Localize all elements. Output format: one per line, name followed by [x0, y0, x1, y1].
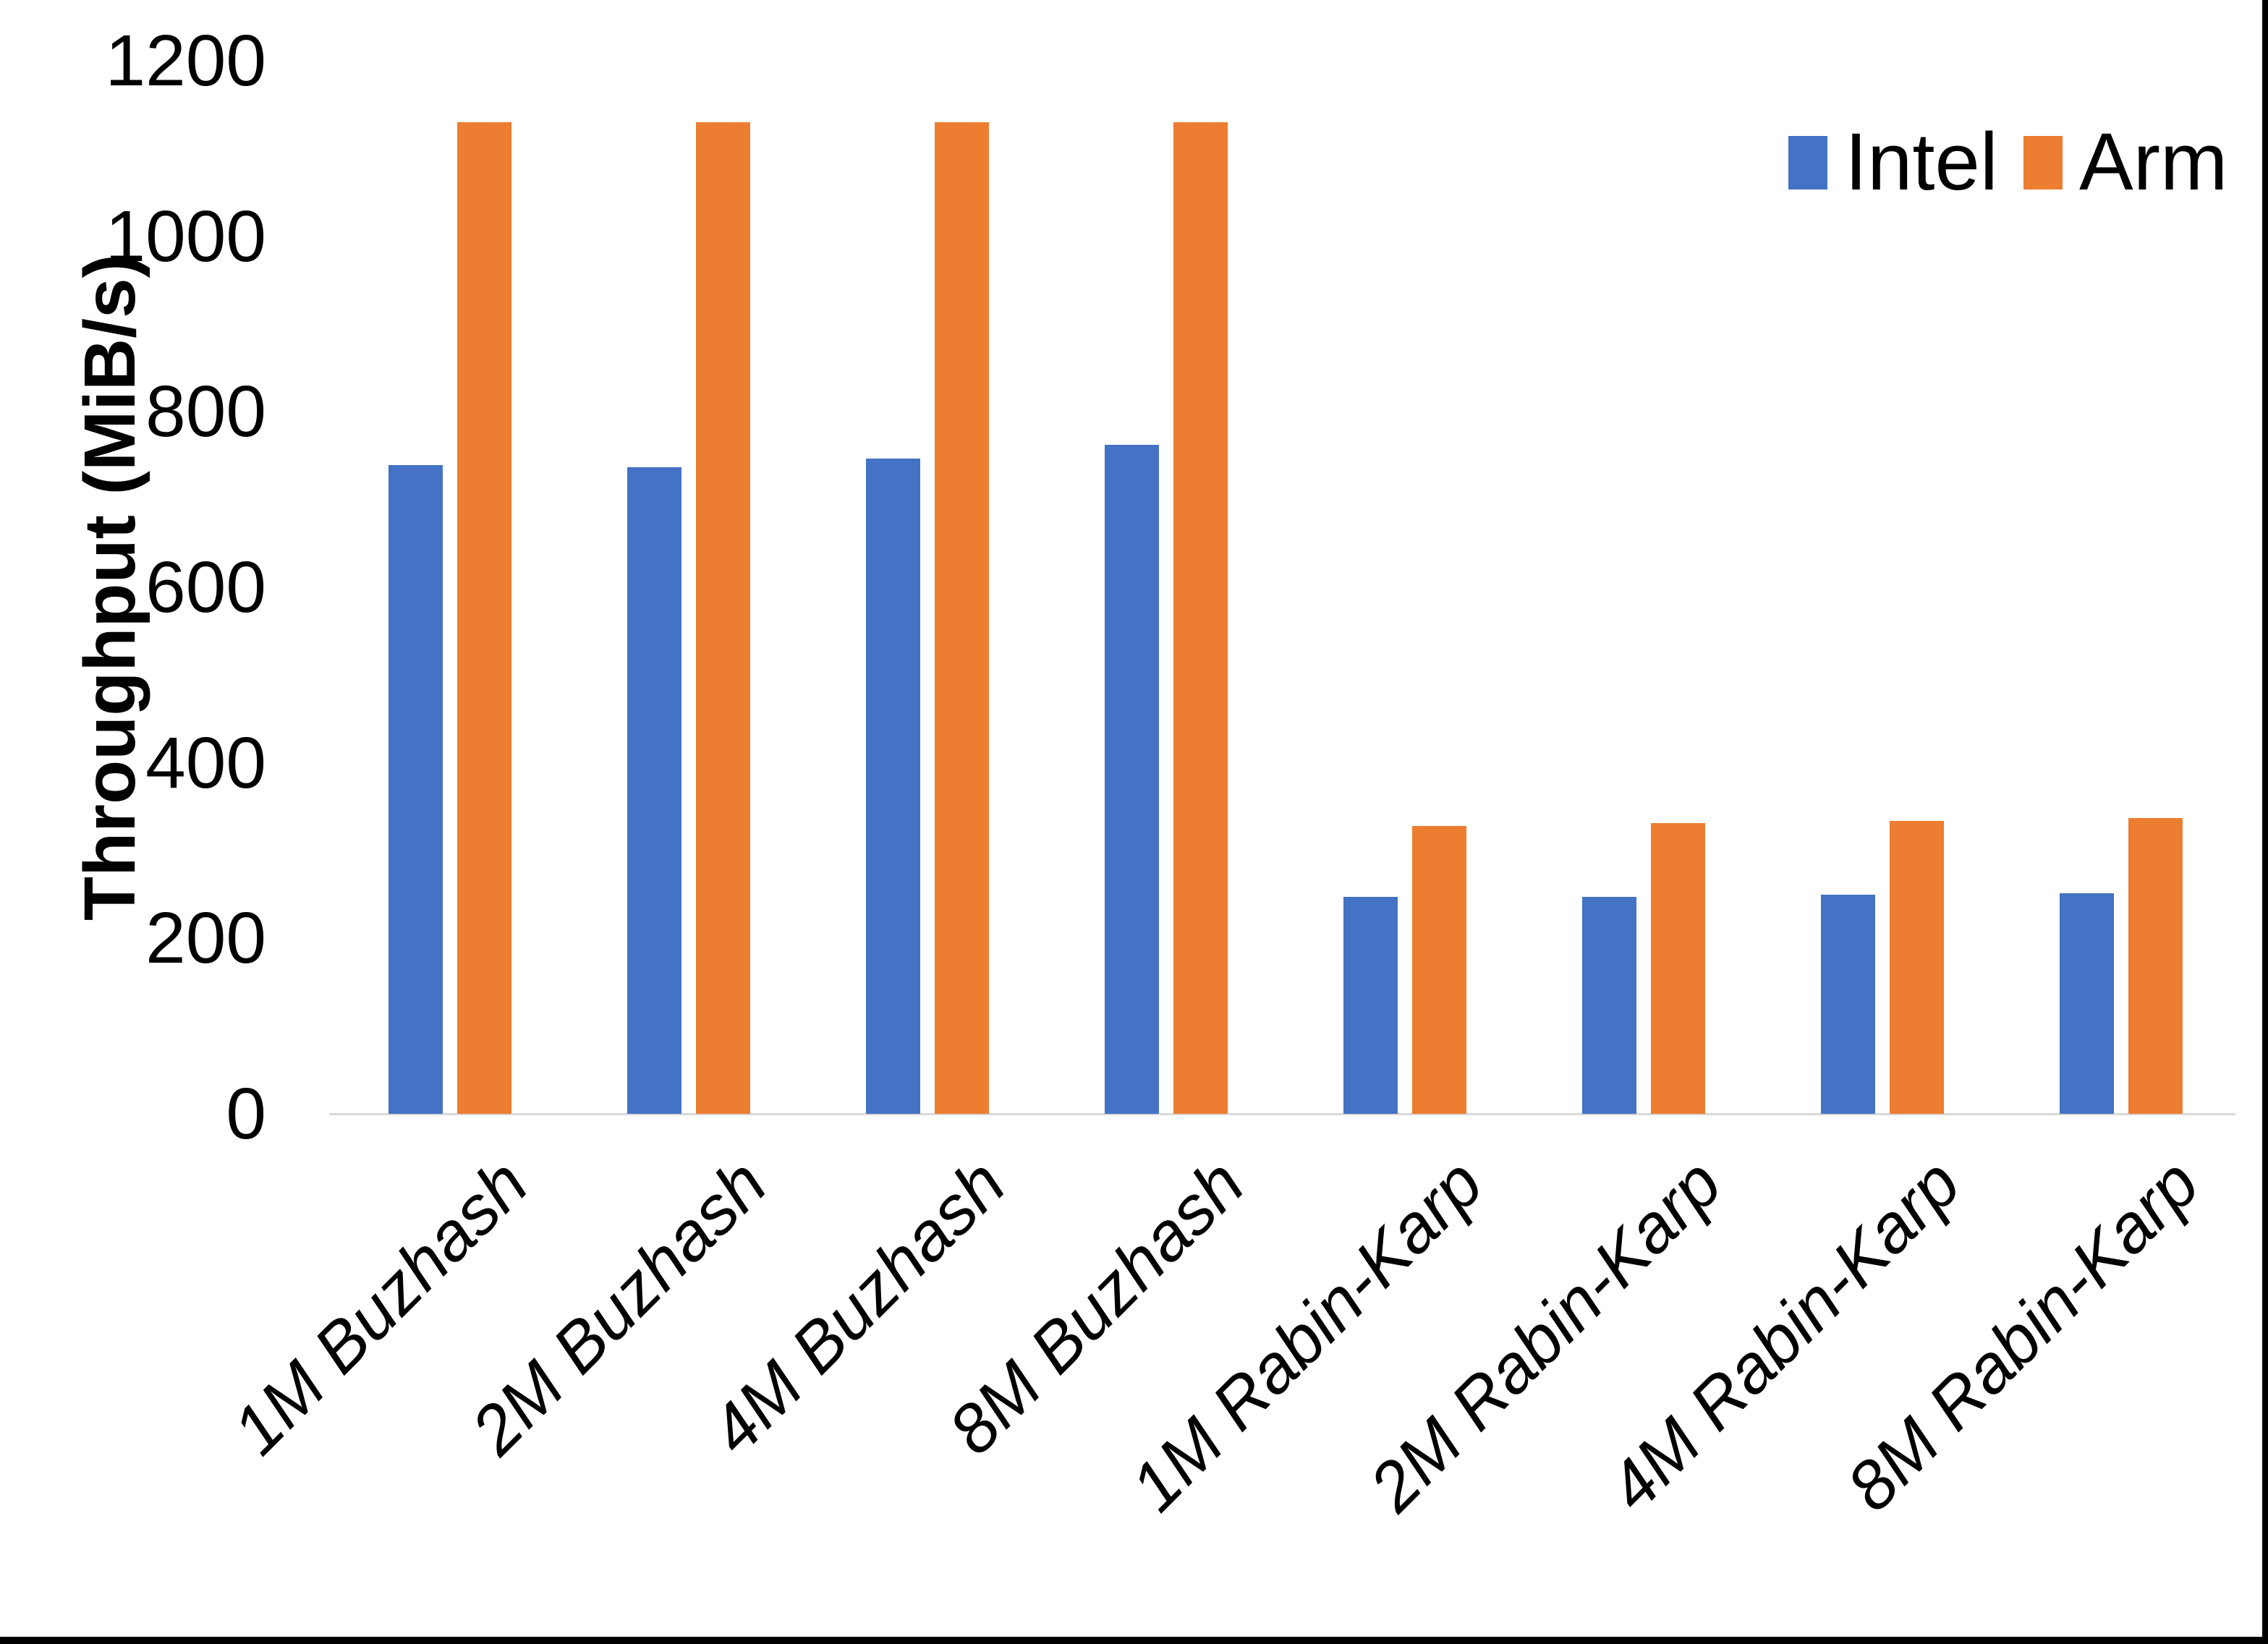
bar-intel-2m-buzhash — [627, 467, 681, 1114]
bar-arm-4m-rabin-karp — [1890, 821, 1944, 1114]
y-tick-label-400: 400 — [145, 722, 266, 804]
bar-intel-4m-rabin-karp — [1821, 895, 1875, 1114]
bar-arm-8m-rabin-karp — [2128, 818, 2183, 1114]
bar-intel-2m-rabin-karp — [1582, 897, 1636, 1114]
bar-arm-1m-rabin-karp — [1412, 826, 1466, 1114]
bar-intel-4m-buzhash — [866, 459, 920, 1114]
y-tick-label-1200: 1200 — [105, 20, 266, 101]
bar-arm-8m-buzhash — [1173, 122, 1228, 1114]
legend-label-arm: Arm — [2079, 116, 2228, 207]
bar-intel-8m-rabin-karp — [2060, 893, 2114, 1114]
y-tick-label-800: 800 — [145, 371, 266, 453]
bar-intel-1m-rabin-karp — [1343, 897, 1398, 1114]
screenshot-bottom-border — [0, 1637, 2268, 1644]
legend-swatch-arm — [2023, 136, 2063, 189]
bar-arm-2m-rabin-karp — [1651, 823, 1705, 1114]
bar-intel-8m-buzhash — [1105, 445, 1159, 1114]
bar-arm-1m-buzhash — [457, 122, 511, 1114]
bar-arm-2m-buzhash — [696, 122, 750, 1114]
y-tick-label-0: 0 — [226, 1073, 266, 1154]
bar-intel-1m-buzhash — [388, 465, 443, 1114]
y-tick-label-1000: 1000 — [105, 195, 266, 277]
legend-label-intel: Intel — [1845, 116, 1998, 207]
x-axis-line — [329, 1113, 2235, 1115]
bar-arm-4m-buzhash — [935, 122, 989, 1114]
y-tick-label-600: 600 — [145, 547, 266, 628]
y-tick-label-200: 200 — [145, 898, 266, 979]
screenshot-right-border — [2262, 0, 2268, 1644]
legend-swatch-intel — [1788, 136, 1827, 189]
